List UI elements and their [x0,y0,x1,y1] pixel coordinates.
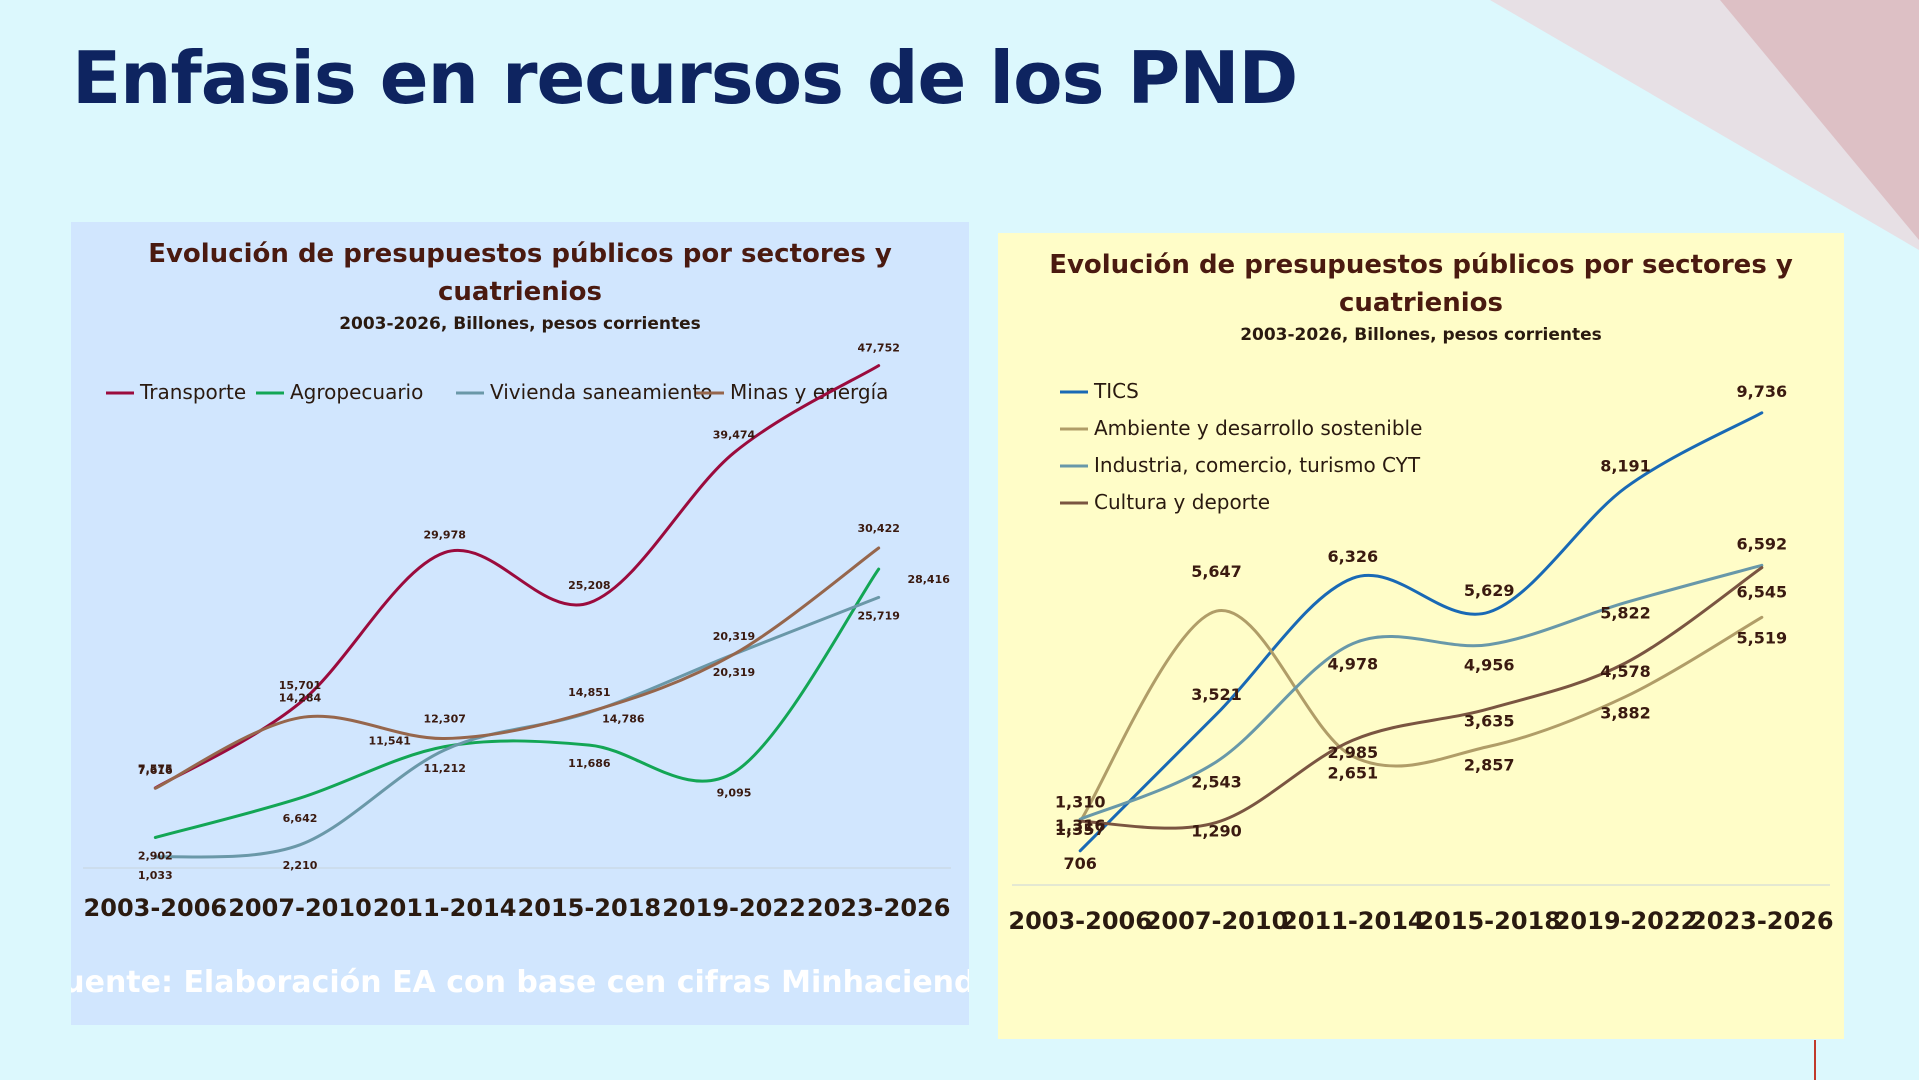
data-label: 2,543 [1191,773,1242,792]
data-label: 2,651 [1328,763,1379,782]
legend-label: Cultura y deporte [1094,490,1270,514]
legend-label: Agropecuario [290,380,423,404]
data-label: 1,316 [1055,816,1106,835]
data-label: 9,095 [717,786,752,799]
chart-title: Evolución de presupuestos públicos por s… [1049,250,1793,280]
data-label: 3,521 [1191,685,1242,704]
data-label: 9,736 [1737,382,1788,401]
x-tick-label: 2003-2006 [84,894,228,922]
data-label: 2,985 [1328,743,1379,762]
series-line [153,546,881,790]
data-label: 7,575 [138,762,173,775]
chart-title: Evolución de presupuestos públicos por s… [148,239,892,269]
data-label: 4,578 [1600,662,1651,681]
data-label: 4,956 [1464,656,1515,675]
x-tick-label: 2003-2006 [1008,907,1152,935]
data-label: 8,191 [1600,457,1651,476]
data-label: 2,857 [1464,755,1515,774]
x-tick-label: 2007-2010 [228,894,372,922]
x-tick-label: 2023-2026 [1690,907,1834,935]
data-label: 29,978 [423,529,465,542]
x-tick-label: 2019-2022 [662,894,806,922]
slide-title: Enfasis en recursos de los PND [72,36,1298,120]
data-label: 15,701 [279,679,321,692]
source-note: Fuente: Elaboración EA con base cen cifr… [71,965,969,1000]
legend-label: Transporte [139,380,246,404]
chart-title-line2: cuatrienios [1339,288,1503,318]
data-label: 5,647 [1191,562,1242,581]
data-label: 28,416 [907,573,950,586]
data-label: 12,307 [423,713,465,726]
chart-panel-tics: Evolución de presupuestos públicos por s… [998,233,1844,1039]
data-label: 1,290 [1191,821,1242,840]
data-label: 25,719 [857,609,899,622]
legend-label: Minas y energía [730,380,888,404]
data-label: 14,786 [602,712,645,725]
x-tick-label: 2019-2022 [1554,907,1698,935]
chart-tics: Evolución de presupuestos públicos por s… [1008,250,1834,935]
series-line [153,567,881,839]
x-tick-label: 2007-2010 [1145,907,1289,935]
data-label: 39,474 [713,429,756,442]
chart-subtitle: 2003-2026, Billones, pesos corrientes [339,314,701,334]
data-label: 30,422 [857,522,899,535]
legend-label: Ambiente y desarrollo sostenible [1094,416,1422,440]
chart-sectores: Evolución de presupuestos públicos por s… [71,239,969,1000]
data-label: 5,822 [1600,604,1651,623]
x-tick-label: 2011-2014 [1281,907,1425,935]
data-label: 20,319 [713,630,755,643]
data-label: 6,592 [1737,534,1788,553]
x-tick-label: 2015-2018 [1417,907,1561,935]
series-line [1078,563,1764,821]
data-label: 6,642 [283,812,318,825]
data-label: 25,208 [568,579,610,592]
data-label: 5,519 [1737,628,1788,647]
chart-subtitle: 2003-2026, Billones, pesos corrientes [1240,325,1602,345]
data-label: 6,545 [1737,583,1788,602]
series-line [153,364,881,790]
legend-label: Vivienda saneamiento [490,380,713,404]
legend-label: Industria, comercio, turismo CYT [1094,453,1421,477]
data-label: 5,629 [1464,581,1515,600]
series-line [1078,566,1764,830]
data-label: 11,686 [568,757,611,770]
data-label: 3,635 [1464,712,1515,731]
data-label: 1,033 [138,869,173,882]
chart-title-line2: cuatrienios [438,277,602,307]
data-label: 3,882 [1600,704,1651,723]
chart-panel-sectores: Evolución de presupuestos públicos por s… [71,222,969,1025]
data-label: 1,310 [1055,792,1106,811]
series-line [1078,609,1764,823]
data-label: 47,752 [857,342,899,355]
series-line [1078,411,1764,853]
x-tick-label: 2015-2018 [518,894,662,922]
data-label: 4,978 [1328,655,1379,674]
data-label: 1,357 [1055,820,1106,839]
data-label: 11,541 [368,735,410,748]
x-tick-label: 2011-2014 [373,894,517,922]
data-label: 20,319 [713,666,755,679]
data-label: 2,902 [138,849,173,862]
x-tick-label: 2023-2026 [807,894,951,922]
legend-label: TICS [1093,379,1139,403]
data-label: 14,284 [279,692,322,705]
data-label: 2,210 [283,859,318,872]
data-label: 706 [1063,854,1096,873]
data-label: 6,326 [1328,547,1379,566]
data-label: 14,851 [568,686,610,699]
data-label: 7,616 [138,764,173,777]
data-label: 11,212 [423,762,465,775]
